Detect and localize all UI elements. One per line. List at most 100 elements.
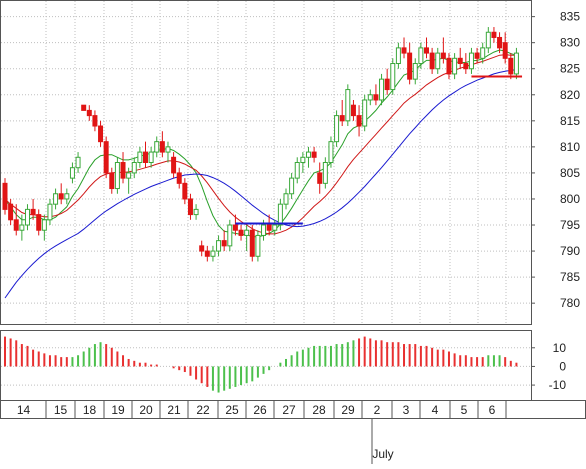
candle-body-up <box>334 115 340 143</box>
candle-body-up <box>64 193 70 200</box>
candle-body-up <box>272 224 278 231</box>
candle <box>485 27 491 54</box>
candle <box>429 47 435 74</box>
candle-body-down <box>497 36 503 49</box>
price-y-axis: 780 785 790 795 800 805 810 815 820 825 830 835 <box>531 10 580 310</box>
candle <box>457 47 463 69</box>
candle-body-down <box>30 208 36 216</box>
candle-body-up <box>277 203 283 226</box>
candle <box>238 225 244 241</box>
candle <box>480 42 486 64</box>
candle <box>373 84 379 106</box>
candle <box>300 152 306 173</box>
month-label: July <box>372 447 393 461</box>
candle <box>424 37 429 59</box>
candle <box>182 178 188 205</box>
candle-body-up <box>53 193 59 205</box>
candle <box>272 219 278 236</box>
candle-body-up <box>362 99 368 127</box>
candle <box>435 47 441 74</box>
candle-body-up <box>19 224 25 231</box>
candle <box>249 225 255 262</box>
candle <box>58 183 64 205</box>
candle <box>367 89 373 106</box>
oscillator-tick-label: 0 <box>559 359 566 373</box>
date-label: 25 <box>225 403 239 417</box>
candle-body-down <box>457 57 463 65</box>
candle-body-down <box>373 94 379 101</box>
candle <box>283 188 289 210</box>
candle <box>446 53 452 80</box>
candle <box>176 167 182 189</box>
candle-body-up <box>513 52 519 75</box>
candle <box>41 214 47 241</box>
candle <box>19 214 25 241</box>
candle-body-down <box>171 156 177 174</box>
candle <box>81 104 87 111</box>
candle <box>384 68 390 95</box>
candle <box>513 47 519 80</box>
candle-body-up <box>255 234 261 257</box>
candle-body-down <box>143 151 148 163</box>
date-label: 6 <box>489 403 496 417</box>
date-label: 28 <box>312 403 326 417</box>
candle-body-up <box>452 57 458 75</box>
candle-body-down <box>424 47 429 54</box>
candle <box>395 42 401 69</box>
candle-body-up <box>367 94 373 101</box>
candle-body-up <box>283 193 289 205</box>
candle-body-up <box>165 146 171 153</box>
candle <box>137 146 143 168</box>
candle-body-up <box>435 52 441 70</box>
date-label: 18 <box>83 403 97 417</box>
candle-body-down <box>58 193 64 200</box>
candle <box>36 209 42 236</box>
candle-body-down <box>36 214 42 231</box>
candle-body-down <box>8 203 14 221</box>
candle <box>75 152 81 173</box>
candle-body-down <box>120 162 126 179</box>
price-tick-label: 815 <box>560 114 580 128</box>
date-label: 5 <box>461 403 468 417</box>
candle <box>328 136 334 168</box>
candle <box>277 198 283 231</box>
price-tick-label: 830 <box>560 36 580 50</box>
candle <box>339 99 345 127</box>
price-tick-label: 785 <box>560 270 580 284</box>
candle-body-up <box>485 31 491 49</box>
date-label: 27 <box>282 403 296 417</box>
candle-body-down <box>159 141 165 153</box>
date-label: 22 <box>196 403 210 417</box>
candle <box>356 105 362 137</box>
candle-body-up <box>75 156 81 169</box>
candle <box>491 27 497 43</box>
oscillator-panel-frame <box>0 330 532 401</box>
candle-body-up <box>395 47 401 65</box>
candle <box>463 53 469 74</box>
candle-body-down <box>98 125 104 143</box>
candle <box>334 110 340 147</box>
candle-body-up <box>47 203 53 221</box>
candle <box>232 214 238 236</box>
candle-body-down <box>508 57 514 75</box>
candle <box>53 188 59 210</box>
candle-body-up <box>244 229 250 236</box>
candle <box>13 204 19 236</box>
candle <box>47 198 53 226</box>
candle <box>193 204 199 220</box>
candle <box>289 172 295 199</box>
candle-body-down <box>407 52 413 80</box>
candle <box>502 32 508 64</box>
candle <box>322 157 328 189</box>
candle-body-down <box>232 224 238 231</box>
candle-body-down <box>401 47 407 54</box>
candle <box>114 157 120 194</box>
candle-body-down <box>356 115 362 127</box>
candle-body-down <box>384 78 390 91</box>
oscillator-bars <box>4 336 518 393</box>
candle-body-up <box>305 151 311 158</box>
candle <box>24 204 30 231</box>
price-tick-label: 825 <box>560 62 580 76</box>
candle-body-up <box>468 52 474 70</box>
